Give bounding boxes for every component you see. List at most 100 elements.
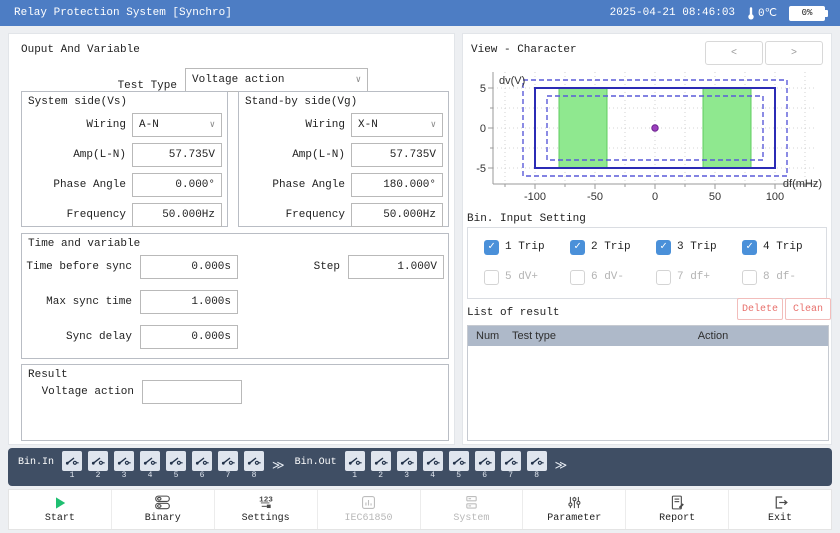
bin-out-indicator-1: 1 xyxy=(344,451,365,480)
battery-indicator: 0% xyxy=(789,5,828,21)
bin-input-checkbox-8-df[interactable]: 8 df- xyxy=(742,268,828,286)
amp-l-n-input[interactable]: 57.735V xyxy=(351,143,443,167)
open-switch-icon xyxy=(526,451,547,471)
bin-in-indicator-3: 3 xyxy=(114,451,135,480)
panel-heading: View - Character xyxy=(471,44,577,56)
svg-text:dv(V): dv(V) xyxy=(499,75,525,87)
bin-input-settings: 1 Trip2 Trip3 Trip4 Trip 5 dV+6 dV-7 df+8… xyxy=(467,227,827,299)
open-switch-icon xyxy=(474,451,495,471)
wiring-select[interactable]: A-N xyxy=(132,113,222,137)
svg-text:100: 100 xyxy=(766,191,784,203)
checked-checkbox-icon[interactable] xyxy=(656,239,671,255)
svg-text:50: 50 xyxy=(709,191,721,203)
checked-checkbox-icon[interactable] xyxy=(742,239,757,255)
titlebar: Relay Protection System [Synchro] 2025-0… xyxy=(0,0,840,26)
result-table-header: Num Test type Action xyxy=(468,326,828,346)
open-switch-icon xyxy=(166,451,187,471)
group-title: Result xyxy=(28,369,68,381)
amp-l-n-label: Amp(L-N) xyxy=(73,149,126,161)
bin-input-checkbox-3-trip[interactable]: 3 Trip xyxy=(656,238,742,256)
svg-text:0: 0 xyxy=(480,123,486,135)
toolbar-settings-button[interactable]: 123 Settings xyxy=(215,490,318,529)
svg-text:-5: -5 xyxy=(476,163,486,175)
checked-checkbox-icon[interactable] xyxy=(484,239,499,255)
delete-button[interactable]: Delete xyxy=(737,298,783,320)
toolbar-start-button[interactable]: Start xyxy=(9,490,112,529)
frequency-label: Frequency xyxy=(285,209,345,221)
phase-angle-input[interactable]: 180.000° xyxy=(351,173,443,197)
time-before-sync-input[interactable]: 0.000s xyxy=(140,255,238,279)
unchecked-checkbox-icon[interactable] xyxy=(570,269,585,285)
chevron-down-icon xyxy=(431,120,436,130)
bin-in-indicator-4: 4 xyxy=(140,451,161,480)
titlebar-status: 2025-04-21 08:46:03 0℃ 0% xyxy=(609,5,828,21)
datetime: 2025-04-21 08:46:03 xyxy=(609,7,736,19)
view-character-panel: View - Character < > -100 -50 0 50 100 5 0 -5 dv… xyxy=(462,33,832,445)
group-title: Stand-by side(Vg) xyxy=(245,96,358,108)
toolbar-exit-button[interactable]: Exit xyxy=(729,490,831,529)
column-header-num: Num xyxy=(476,330,500,342)
play-icon xyxy=(52,494,68,511)
frequency-input[interactable]: 50.000Hz xyxy=(132,203,222,227)
bin-in-indicator-8: 8 xyxy=(244,451,265,480)
amp-l-n-label: Amp(L-N) xyxy=(292,149,345,161)
open-switch-icon xyxy=(140,451,161,471)
bin-input-checkbox-2-trip[interactable]: 2 Trip xyxy=(570,238,656,256)
unchecked-checkbox-icon[interactable] xyxy=(656,269,671,285)
time-variable-group: Time and variable Step 1.000V Time befor… xyxy=(21,233,449,359)
temperature: 0℃ xyxy=(747,6,777,20)
toolbar-parameter-button[interactable]: Parameter xyxy=(523,490,627,529)
result-table: Num Test type Action xyxy=(467,325,829,441)
column-header-action: Action xyxy=(697,330,729,342)
result-group: Result Voltage action xyxy=(21,364,449,441)
toolbar-binary-button[interactable]: Binary xyxy=(112,490,215,529)
bin-in-indicator-1: 1 xyxy=(62,451,83,480)
bin-input-heading: Bin. Input Setting xyxy=(467,213,586,225)
sync-delay-label: Sync delay xyxy=(65,331,132,343)
report-icon xyxy=(669,494,686,511)
clean-button[interactable]: Clean xyxy=(785,298,831,320)
standby-side-group: Stand-by side(Vg) Wiring X-N Amp(L-N) 57.73… xyxy=(238,91,449,227)
unchecked-checkbox-icon[interactable] xyxy=(484,269,499,285)
bin-input-checkbox-1-trip[interactable]: 1 Trip xyxy=(484,238,570,256)
bin-in-indicator-5: 5 xyxy=(166,451,187,480)
step-label: Step xyxy=(313,261,340,273)
bin-input-checkbox-4-trip[interactable]: 4 Trip xyxy=(742,238,828,256)
bin-out-indicator-4: 4 xyxy=(422,451,443,480)
test-type-select[interactable]: Voltage action xyxy=(185,68,368,92)
phase-angle-input[interactable]: 0.000° xyxy=(132,173,222,197)
bin-input-checkbox-5-dv[interactable]: 5 dV+ xyxy=(484,268,570,286)
unchecked-checkbox-icon[interactable] xyxy=(742,269,757,285)
bin-input-checkbox-7-df[interactable]: 7 df+ xyxy=(656,268,742,286)
frequency-input[interactable]: 50.000Hz xyxy=(351,203,443,227)
bin-out-indicator-3: 3 xyxy=(396,451,417,480)
panel-heading: Ouput And Variable xyxy=(21,44,140,56)
bin-out-indicator-2: 2 xyxy=(370,451,391,480)
open-switch-icon xyxy=(370,451,391,471)
test-type-label: Test Type xyxy=(117,80,177,92)
prev-button[interactable]: < xyxy=(705,41,763,65)
result-table-body xyxy=(468,346,828,440)
bin-out-indicator-7: 7 xyxy=(500,451,521,480)
max-sync-time-input[interactable]: 1.000s xyxy=(140,290,238,314)
max-sync-time-label: Max sync time xyxy=(46,296,132,308)
wiring-select[interactable]: X-N xyxy=(351,113,443,137)
voltage-action-result-input[interactable] xyxy=(142,380,242,404)
sync-delay-input[interactable]: 0.000s xyxy=(140,325,238,349)
bin-out-indicator-6: 6 xyxy=(474,451,495,480)
bin-input-checkbox-6-dv[interactable]: 6 dV- xyxy=(570,268,656,286)
bin-in-indicator-7: 7 xyxy=(218,451,239,480)
wiring-label: Wiring xyxy=(86,119,126,131)
open-switch-icon xyxy=(500,451,521,471)
step-input[interactable]: 1.000V xyxy=(348,255,444,279)
svg-text:-100: -100 xyxy=(524,191,546,203)
battery-level: 0% xyxy=(801,8,813,18)
chevrons-right-icon: ≫ xyxy=(554,459,568,473)
next-button[interactable]: > xyxy=(765,41,823,65)
amp-l-n-input[interactable]: 57.735V xyxy=(132,143,222,167)
svg-text:df(mHz): df(mHz) xyxy=(783,178,822,190)
toolbar-report-button[interactable]: Report xyxy=(626,490,730,529)
group-title: Time and variable xyxy=(28,238,141,250)
checked-checkbox-icon[interactable] xyxy=(570,239,585,255)
